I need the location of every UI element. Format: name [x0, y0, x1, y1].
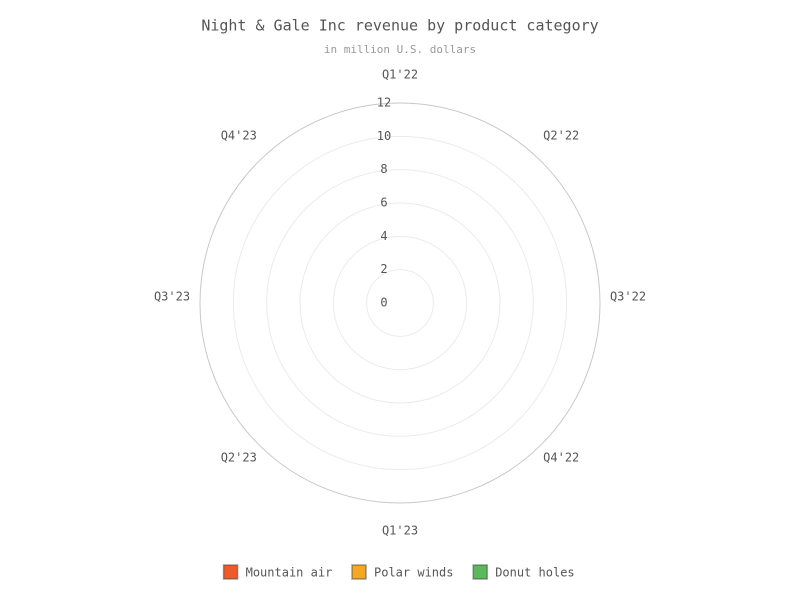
category-label: Q1'23 [382, 524, 418, 538]
category-label: Q2'22 [543, 128, 579, 142]
y-tick-label: 0 [380, 296, 387, 310]
y-tick-label: 8 [380, 162, 387, 176]
y-tick-label: 10 [377, 129, 391, 143]
category-label: Q1'22 [382, 68, 418, 82]
legend-label[interactable]: Polar winds [374, 566, 453, 580]
y-tick-label: 2 [380, 262, 387, 276]
y-tick-label: 4 [380, 229, 387, 243]
legend-label[interactable]: Donut holes [495, 566, 574, 580]
grid-circle [266, 169, 534, 437]
y-tick-label: 12 [377, 96, 391, 110]
grid-circle [232, 135, 568, 471]
chart-title: Night & Gale Inc revenue by product cate… [201, 17, 598, 35]
y-tick-label: 6 [380, 196, 387, 210]
category-label: Q4'23 [221, 128, 257, 142]
legend-swatch[interactable] [351, 564, 367, 580]
legend-swatch[interactable] [222, 564, 239, 580]
category-label: Q2'23 [221, 451, 257, 465]
category-label: Q4'22 [543, 451, 579, 465]
grid-circle [366, 269, 434, 337]
legend-label[interactable]: Mountain air [246, 566, 333, 580]
grid-circle [332, 235, 468, 371]
grid-circle [299, 202, 501, 404]
chart-subtitle: in million U.S. dollars [324, 43, 476, 56]
legend-swatch[interactable] [472, 564, 488, 580]
category-label: Q3'23 [154, 290, 190, 304]
grid-circle [199, 102, 601, 504]
category-label: Q3'22 [610, 290, 646, 304]
